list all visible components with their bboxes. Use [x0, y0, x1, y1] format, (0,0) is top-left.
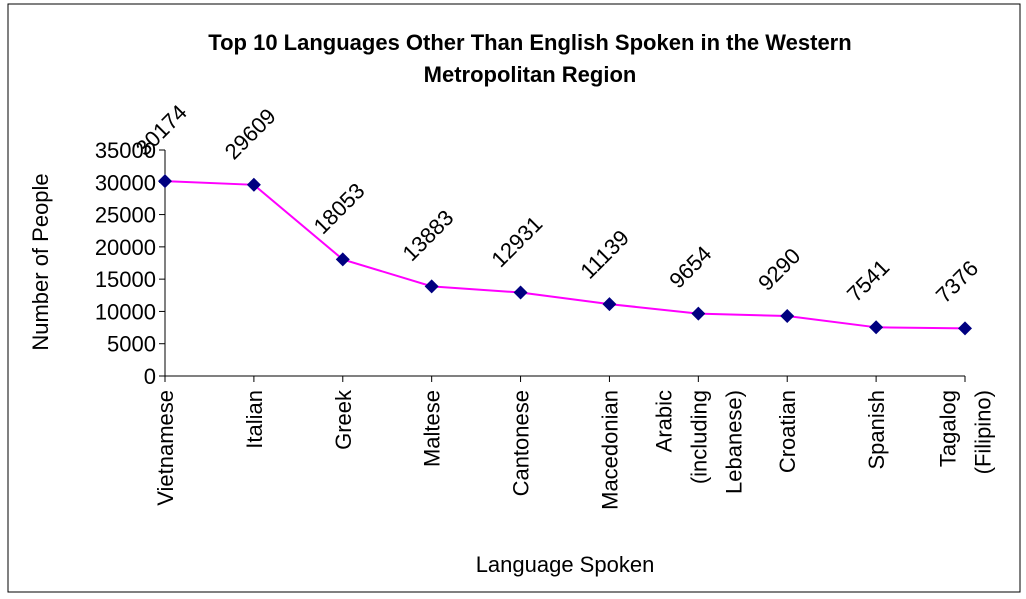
series-line: [164, 180, 966, 330]
y-tick-label: 30000: [95, 170, 156, 195]
x-tick-label: Greek: [331, 389, 356, 450]
chart-title: Top 10 Languages Other Than English Spok…: [208, 30, 851, 87]
y-tick-label: 20000: [95, 235, 156, 260]
chart-frame: [7, 3, 1021, 593]
data-point: [424, 279, 439, 294]
x-axis-title: Language Spoken: [476, 552, 655, 577]
x-tick-label: Croatian: [775, 390, 800, 473]
data-point: [691, 306, 706, 321]
data-point: [602, 297, 617, 312]
y-tick-label: 15000: [95, 267, 156, 292]
x-tick-label: Macedonian: [597, 390, 622, 510]
y-tick-label: 35000: [95, 138, 156, 163]
x-tick-label: Italian: [242, 390, 267, 449]
y-tick-label: 0: [144, 364, 156, 389]
x-tick-label: Arabic (including Lebanese): [651, 390, 746, 494]
x-tick-label: Cantonese: [509, 390, 534, 496]
y-tick-label: 5000: [107, 332, 156, 357]
y-axis-title: Number of People: [28, 173, 53, 350]
y-tick-label: 25000: [95, 203, 156, 228]
x-tick-label: Vietnamese: [153, 390, 178, 506]
data-point: [246, 177, 261, 192]
data-point: [869, 320, 884, 335]
x-tick-label: Maltese: [420, 390, 445, 467]
data-point: [780, 309, 795, 324]
data-point: [158, 174, 172, 189]
data-point: [335, 252, 350, 267]
data-point: [513, 285, 528, 300]
y-tick-label: 10000: [95, 299, 156, 324]
data-point: [958, 321, 972, 336]
x-tick-label: Tagalog (Filipino): [936, 390, 996, 474]
x-tick-label: Spanish: [864, 390, 889, 470]
